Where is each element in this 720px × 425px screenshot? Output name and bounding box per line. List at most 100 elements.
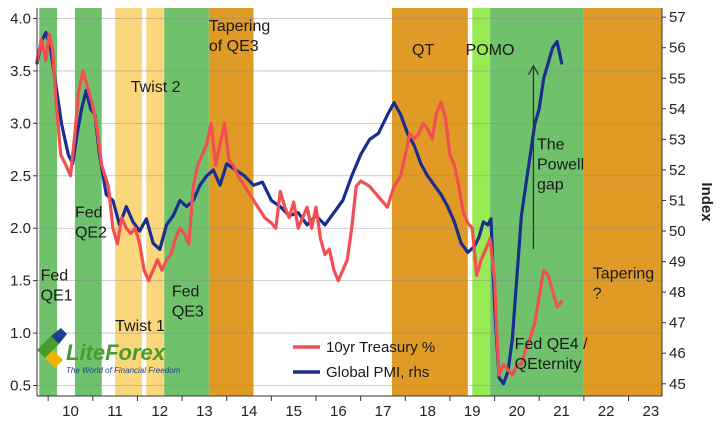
series-1-point-61 bbox=[459, 242, 463, 245]
series-1-point-21 bbox=[151, 242, 155, 245]
series-0-point-5 bbox=[55, 101, 58, 104]
y-right-tick-label-8: 53 bbox=[669, 131, 686, 148]
series-0-point-67 bbox=[346, 258, 349, 261]
logo-tagline: The World of Financial Freedom bbox=[66, 366, 181, 375]
gridlines bbox=[37, 18, 662, 386]
series-1-point-40 bbox=[297, 211, 300, 214]
series-0-point-71 bbox=[368, 185, 371, 188]
series-1-point-26 bbox=[185, 205, 188, 208]
series-1-point-47 bbox=[359, 153, 362, 156]
series-0-point-22 bbox=[134, 227, 137, 230]
series-0-point-53 bbox=[283, 206, 286, 209]
series-0-point-64 bbox=[332, 269, 336, 272]
series-1-point-11 bbox=[89, 107, 92, 111]
series-0-point-1 bbox=[40, 38, 43, 41]
series-0-point-74 bbox=[392, 185, 396, 188]
series-1-point-45 bbox=[341, 199, 344, 202]
series-0-point-45 bbox=[236, 174, 240, 177]
series-0-point-41 bbox=[218, 143, 222, 146]
series-0-point-8 bbox=[69, 174, 72, 177]
x-tick-label-4: 14 bbox=[241, 403, 258, 420]
series-1-point-19 bbox=[138, 229, 141, 233]
series-0-point-37 bbox=[201, 153, 204, 156]
series-1-point-77 bbox=[529, 153, 532, 156]
series-1-point-82 bbox=[551, 46, 554, 49]
series-0-point-27 bbox=[156, 258, 159, 261]
series-0-point-39 bbox=[209, 122, 213, 125]
band-4 bbox=[164, 8, 209, 396]
series-1-point-32 bbox=[225, 162, 228, 165]
annotation-9: Tapering? bbox=[593, 266, 654, 303]
series-1-point-5 bbox=[60, 122, 63, 126]
series-0-point-32 bbox=[178, 227, 182, 230]
series-0-point-70 bbox=[359, 179, 362, 183]
series-1-point-41 bbox=[305, 223, 309, 227]
series-0-point-72 bbox=[377, 195, 380, 198]
band-2 bbox=[115, 8, 142, 396]
annotation-4: Fed QE3 bbox=[172, 283, 204, 320]
y-left-tick-label-6: 3.5 bbox=[10, 63, 31, 80]
series-0-point-47 bbox=[250, 195, 253, 198]
series-0-point-43 bbox=[227, 158, 231, 162]
series-1-point-31 bbox=[218, 184, 222, 187]
series-0-point-46 bbox=[243, 185, 246, 188]
annotation-7: POMO bbox=[466, 42, 515, 59]
y-left-tick-label-3: 2.0 bbox=[10, 220, 31, 237]
y-left-tick-label-4: 2.5 bbox=[10, 168, 31, 185]
series-0-point-80 bbox=[422, 122, 425, 125]
series-0-point-13 bbox=[90, 101, 94, 104]
series-0-point-99 bbox=[502, 363, 505, 366]
series-1-point-60 bbox=[453, 220, 456, 224]
logo-wordmark: LiteForex bbox=[66, 340, 166, 365]
x-tick-label-6: 16 bbox=[330, 403, 347, 420]
series-0-point-20 bbox=[125, 227, 128, 230]
series-1-point-57 bbox=[433, 184, 436, 187]
annotation-0: Fed QE1 bbox=[41, 268, 73, 305]
band-1 bbox=[74, 8, 102, 396]
series-0-point-17 bbox=[111, 227, 115, 230]
series-1-point-58 bbox=[439, 193, 443, 196]
series-0-point-48 bbox=[256, 206, 260, 209]
series-1-point-35 bbox=[252, 184, 255, 187]
series-0-point-95 bbox=[488, 237, 492, 240]
series-0-point-94 bbox=[484, 248, 487, 251]
band-6 bbox=[391, 8, 468, 396]
series-0-point-68 bbox=[350, 227, 353, 230]
shaded-bands bbox=[39, 8, 662, 396]
series-0-point-12 bbox=[86, 85, 89, 88]
series-1-point-76 bbox=[524, 184, 527, 187]
series-0-point-59 bbox=[310, 227, 313, 230]
series-0-point-23 bbox=[138, 242, 141, 246]
x-tick-label-12: 22 bbox=[598, 403, 615, 420]
series-0-point-28 bbox=[160, 269, 164, 272]
y-right-tick-label-5: 50 bbox=[669, 223, 686, 240]
series-0-point-11 bbox=[81, 69, 85, 73]
series-1-point-29 bbox=[205, 174, 208, 178]
series-1-point-37 bbox=[270, 199, 273, 202]
series-1-point-46 bbox=[350, 174, 353, 178]
series-0-point-42 bbox=[223, 122, 226, 125]
series-0-point-87 bbox=[453, 164, 456, 167]
series-0-point-25 bbox=[147, 279, 150, 282]
y-right-tick-label-9: 54 bbox=[669, 101, 686, 118]
y-left-tick-label-2: 1.5 bbox=[10, 273, 31, 290]
series-1-point-14 bbox=[105, 193, 108, 196]
series-0-point-26 bbox=[151, 269, 155, 272]
series-0-point-79 bbox=[417, 132, 420, 135]
series-0-point-66 bbox=[341, 269, 344, 272]
series-0-point-91 bbox=[471, 227, 474, 230]
series-0-point-105 bbox=[529, 337, 532, 340]
x-tick-label-1: 11 bbox=[107, 403, 123, 420]
series-0-point-103 bbox=[520, 363, 523, 366]
series-0-point-65 bbox=[337, 279, 340, 282]
series-0-point-110 bbox=[551, 289, 554, 293]
series-0-point-111 bbox=[555, 305, 559, 309]
series-0-point-55 bbox=[292, 200, 295, 204]
series-0-point-77 bbox=[408, 132, 411, 135]
series-0-point-40 bbox=[214, 164, 217, 167]
y-right-tick-label-2: 47 bbox=[669, 315, 686, 332]
series-1-point-20 bbox=[145, 217, 148, 220]
series-1-point-62 bbox=[466, 251, 469, 254]
series-1-point-67 bbox=[489, 217, 493, 220]
series-0-point-100 bbox=[506, 368, 510, 371]
